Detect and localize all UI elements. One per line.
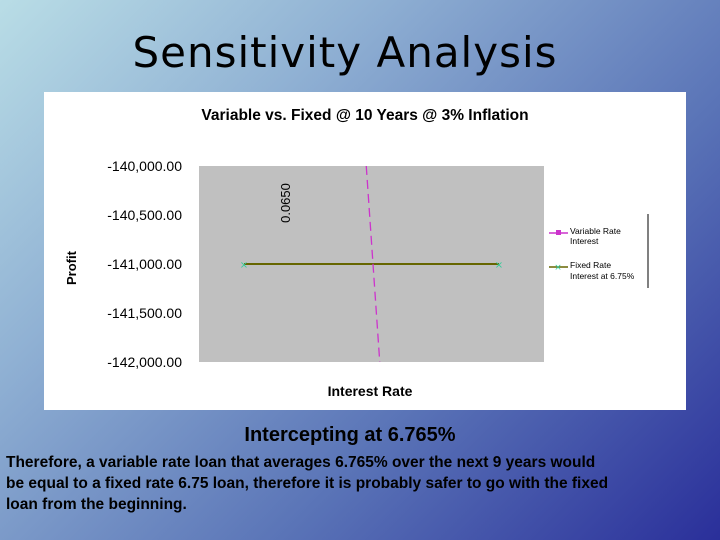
conclusion-text: Therefore, a variable rate loan that ave… [6, 454, 609, 513]
rate-annotation: 0.0650 [278, 183, 293, 223]
variable-rate-line [365, 165, 381, 363]
slide-title: Sensitivity Analysis [132, 28, 558, 77]
y-axis-label: Profit [64, 250, 79, 285]
legend-fixed-marker: × [554, 263, 562, 273]
legend-variable-label-line2: Interest [570, 236, 599, 246]
y-tick-label: -141,500.00 [107, 305, 182, 321]
fixed-rate-marker: × [495, 260, 503, 271]
y-tick-label: -141,000.00 [107, 256, 182, 272]
legend-fixed-label-line2: Interest at 6.75% [570, 271, 635, 281]
x-axis-label: Interest Rate [328, 383, 413, 399]
y-tick-label: -140,000.00 [107, 158, 182, 174]
fixed-rate-marker: × [240, 260, 248, 271]
chart-caption: Intercepting at 6.765% [244, 424, 456, 446]
chart-title: Variable vs. Fixed @ 10 Years @ 3% Infla… [201, 107, 528, 124]
legend-variable-marker [556, 230, 561, 235]
y-tick-label: -140,500.00 [107, 207, 182, 223]
sensitivity-chart: Variable vs. Fixed @ 10 Years @ 3% Infla… [64, 107, 649, 399]
legend-variable-label: Variable Rate [570, 226, 621, 236]
chart-panel: Variable vs. Fixed @ 10 Years @ 3% Infla… [44, 92, 686, 410]
legend-fixed-label: Fixed Rate [570, 260, 611, 270]
y-tick-label: -142,000.00 [107, 354, 182, 370]
